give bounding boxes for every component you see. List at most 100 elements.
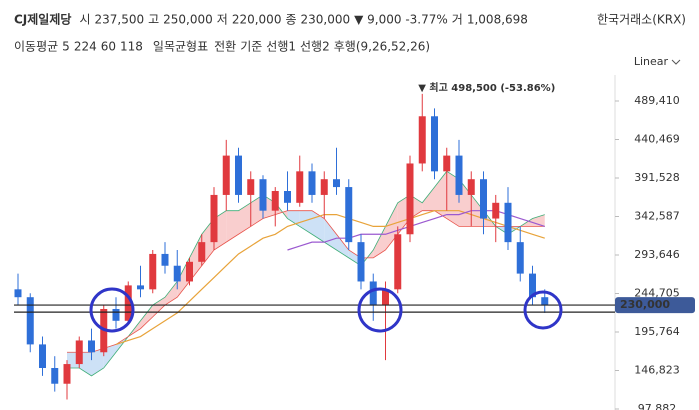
stock-name: CJ제일제당 bbox=[14, 12, 71, 27]
cloud-segment bbox=[324, 218, 337, 251]
candle-body bbox=[137, 285, 144, 290]
y-tick-label: 97,882 bbox=[638, 402, 677, 410]
cloud-segment bbox=[312, 210, 325, 243]
cloud-segment bbox=[226, 210, 239, 243]
candle-body bbox=[455, 155, 463, 195]
value: 1,008,698 bbox=[467, 13, 528, 27]
candle-body bbox=[443, 155, 451, 172]
cloud-segment bbox=[238, 202, 251, 235]
candle-body bbox=[296, 171, 304, 203]
candle-body bbox=[394, 234, 402, 290]
candle-body bbox=[112, 309, 120, 321]
candle-body bbox=[467, 179, 475, 195]
candle-body bbox=[259, 179, 267, 211]
legend-title: 일목균형표 bbox=[153, 40, 208, 54]
label: 저 bbox=[217, 13, 228, 27]
candle-body bbox=[173, 265, 181, 282]
peak-annotation: ▼ 최고 498,500 (-53.86%) bbox=[418, 81, 555, 94]
legend-item: 선행1 bbox=[266, 39, 296, 54]
candle-body bbox=[308, 171, 316, 195]
value: 250,000 bbox=[163, 13, 213, 27]
highlight-circle bbox=[89, 287, 135, 333]
candle-body bbox=[492, 202, 500, 219]
candle-body bbox=[63, 364, 71, 384]
legend-item: 기준 bbox=[240, 40, 262, 54]
candle-body bbox=[284, 191, 291, 203]
legend-item: 224 bbox=[74, 40, 97, 54]
candle-body bbox=[39, 344, 46, 368]
value: 220,000 bbox=[232, 13, 282, 27]
candle-body bbox=[14, 289, 22, 298]
candle-body bbox=[369, 281, 377, 306]
candle-body bbox=[88, 340, 95, 353]
candle-body bbox=[541, 297, 549, 306]
cloud-segment bbox=[422, 187, 435, 211]
candle-body bbox=[271, 191, 279, 211]
candle-body bbox=[345, 187, 353, 243]
value: 237,500 bbox=[94, 13, 144, 27]
candle-body bbox=[320, 179, 328, 195]
series-line bbox=[67, 210, 545, 353]
candle-body bbox=[198, 242, 206, 262]
legend: 이동평균 5 224 60 118 일목균형표 전환 기준 선행1 선행2 후행(9,26,52,2… bbox=[14, 39, 430, 54]
cloud-segment bbox=[140, 305, 153, 329]
candle-body bbox=[51, 367, 59, 384]
series-line bbox=[115, 210, 545, 345]
y-tick-label: 342,587 bbox=[634, 209, 680, 222]
label: 거 bbox=[452, 13, 463, 27]
candle-body bbox=[357, 242, 365, 282]
legend-item: 후행(9,26,52,26) bbox=[334, 39, 430, 54]
y-tick-label: 440,469 bbox=[634, 132, 680, 145]
y-tick-label: 293,646 bbox=[634, 248, 680, 261]
series-line bbox=[67, 170, 545, 377]
candle-body bbox=[382, 289, 389, 306]
label: 종 bbox=[285, 13, 296, 27]
label: 고 bbox=[148, 13, 159, 27]
legend-item: 전환 bbox=[214, 40, 236, 54]
plot: 489,410 440,469 391,528 342,587 293,646 244,7… bbox=[14, 75, 695, 410]
y-tick-label: 244,705 bbox=[634, 286, 680, 299]
header: CJ제일제당 시 237,500 고 250,000 저 220,000 종 230,000 ▼ … bbox=[14, 12, 686, 27]
highlight-circle bbox=[523, 290, 563, 330]
change: ▼ 9,000 -3.77% bbox=[354, 13, 448, 27]
price-badge-label: 230,000 bbox=[620, 298, 670, 311]
candle-body bbox=[75, 340, 83, 365]
candle-body bbox=[210, 194, 218, 243]
candle-body bbox=[504, 202, 512, 243]
series-line bbox=[287, 210, 545, 251]
candle-body bbox=[480, 179, 487, 219]
candle-body bbox=[124, 285, 132, 321]
candle-body bbox=[247, 179, 255, 195]
legend-item: 60 bbox=[101, 40, 116, 54]
candle-body bbox=[516, 242, 524, 274]
exchange: 한국거래소(KRX) bbox=[597, 13, 686, 27]
value: 230,000 bbox=[301, 13, 351, 27]
label: 시 bbox=[79, 13, 90, 27]
y-tick-label: 146,823 bbox=[634, 363, 680, 376]
candle-body bbox=[529, 273, 536, 298]
candle-body bbox=[431, 116, 438, 172]
candle-body bbox=[333, 179, 340, 188]
cloud-segment bbox=[91, 348, 104, 376]
dropdown-icon bbox=[671, 59, 681, 65]
cloud-segment bbox=[287, 210, 300, 227]
legend-item: 5 bbox=[62, 40, 70, 54]
candle-body bbox=[222, 155, 230, 195]
legend-item: 118 bbox=[120, 40, 143, 54]
legend-title: 이동평균 bbox=[14, 40, 58, 54]
candle-body bbox=[235, 155, 242, 195]
y-tick-label: 391,528 bbox=[634, 171, 680, 184]
price-badge bbox=[615, 297, 695, 314]
legend-item: 선행2 bbox=[300, 39, 330, 54]
candle-body bbox=[26, 297, 34, 345]
candle-body bbox=[186, 261, 193, 282]
highlight-circle bbox=[357, 287, 403, 333]
candle-body bbox=[406, 163, 414, 235]
scale-toggle[interactable]: Linear bbox=[634, 55, 669, 68]
candle-body bbox=[418, 116, 426, 164]
y-tick-label: 195,764 bbox=[634, 325, 680, 338]
y-tick-label: 489,410 bbox=[634, 94, 680, 107]
candle-body bbox=[161, 253, 169, 266]
candle-body bbox=[149, 253, 157, 290]
